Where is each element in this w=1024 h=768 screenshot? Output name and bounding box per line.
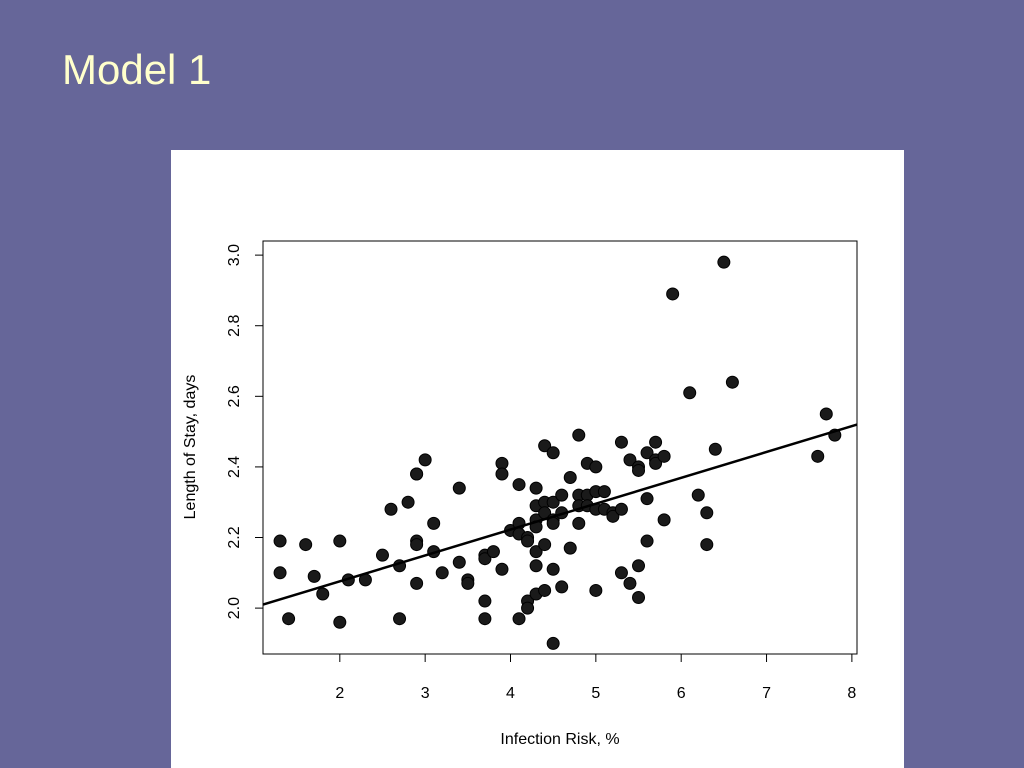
data-point [495,467,509,481]
data-point [623,576,637,590]
y-tick-label: 2.0 [226,597,243,619]
data-point [333,534,347,548]
x-tick-label: 5 [591,685,600,702]
data-point [700,538,714,552]
data-point [307,569,321,583]
data-points [273,255,842,650]
data-point [529,545,543,559]
y-axis-label: Length of Stay, days [182,375,199,520]
data-point [529,481,543,495]
data-point [606,509,620,523]
x-tick-label: 8 [847,685,856,702]
data-point [649,456,663,470]
x-tick-label: 3 [421,685,430,702]
data-point [546,495,560,509]
data-point [691,488,705,502]
data-point [299,538,313,552]
data-point [597,485,611,499]
data-point [512,612,526,626]
data-point [614,566,628,580]
y-tick-label: 3.0 [226,244,243,266]
scatter-plot: 2.0 2.2 2.4 2.6 2.8 3.0 2 3 4 5 6 7 8 Infection Ris… [182,240,858,748]
data-point [333,615,347,629]
data-point [572,428,586,442]
data-point [418,453,432,467]
data-point [401,495,415,509]
chart-figure: 2.0 2.2 2.4 2.6 2.8 3.0 2 3 4 5 6 7 8 Infection Ris… [171,150,904,768]
x-axis: 2 3 4 5 6 7 8 [335,653,856,702]
data-point [478,552,492,566]
data-point [410,467,424,481]
data-point [521,534,535,548]
data-point [486,545,500,559]
data-point [555,488,569,502]
data-point [273,534,287,548]
data-point [623,453,637,467]
data-point [640,446,654,460]
x-tick-label: 4 [506,685,515,702]
data-point [410,576,424,590]
data-point [410,538,424,552]
data-point [725,375,739,389]
data-point [614,502,628,516]
data-point [546,636,560,650]
data-point [393,612,407,626]
x-tick-label: 7 [762,685,771,702]
data-point [375,548,389,562]
y-axis: 2.0 2.2 2.4 2.6 2.8 3.0 [226,244,264,619]
data-point [700,506,714,520]
data-point [316,587,330,601]
slide-title: Model 1 [62,46,212,93]
x-axis-label: Infection Risk, % [500,731,619,748]
x-tick-label: 6 [677,685,686,702]
data-point [632,591,646,605]
data-point [640,492,654,506]
data-point [811,449,825,463]
data-point [478,594,492,608]
data-point [546,446,560,460]
y-tick-label: 2.2 [226,526,243,548]
data-point [563,471,577,485]
data-point [555,580,569,594]
data-point [632,463,646,477]
data-point [538,538,552,552]
data-point [657,513,671,527]
data-point [649,435,663,449]
data-point [452,481,466,495]
data-point [563,541,577,555]
data-point [512,478,526,492]
data-point [614,435,628,449]
x-tick-label: 2 [335,685,344,702]
data-point [461,576,475,590]
y-tick-label: 2.8 [226,314,243,336]
data-point [521,601,535,615]
data-point [708,442,722,456]
data-point [589,583,603,597]
data-point [435,566,449,580]
data-point [384,502,398,516]
data-point [640,534,654,548]
y-tick-label: 2.6 [226,385,243,407]
data-point [529,559,543,573]
data-point [683,386,697,400]
regression-line [262,423,858,606]
data-point [546,562,560,576]
data-point [666,287,680,301]
y-tick-label: 2.4 [226,456,243,478]
data-point [427,516,441,530]
data-point [819,407,833,421]
data-point [572,516,586,530]
data-point [589,460,603,474]
data-point [478,612,492,626]
data-point [495,562,509,576]
data-point [273,566,287,580]
data-point [632,559,646,573]
data-point [452,555,466,569]
data-point [657,449,671,463]
data-point [538,439,552,453]
data-point [538,583,552,597]
data-point [717,255,731,269]
data-point [282,612,296,626]
